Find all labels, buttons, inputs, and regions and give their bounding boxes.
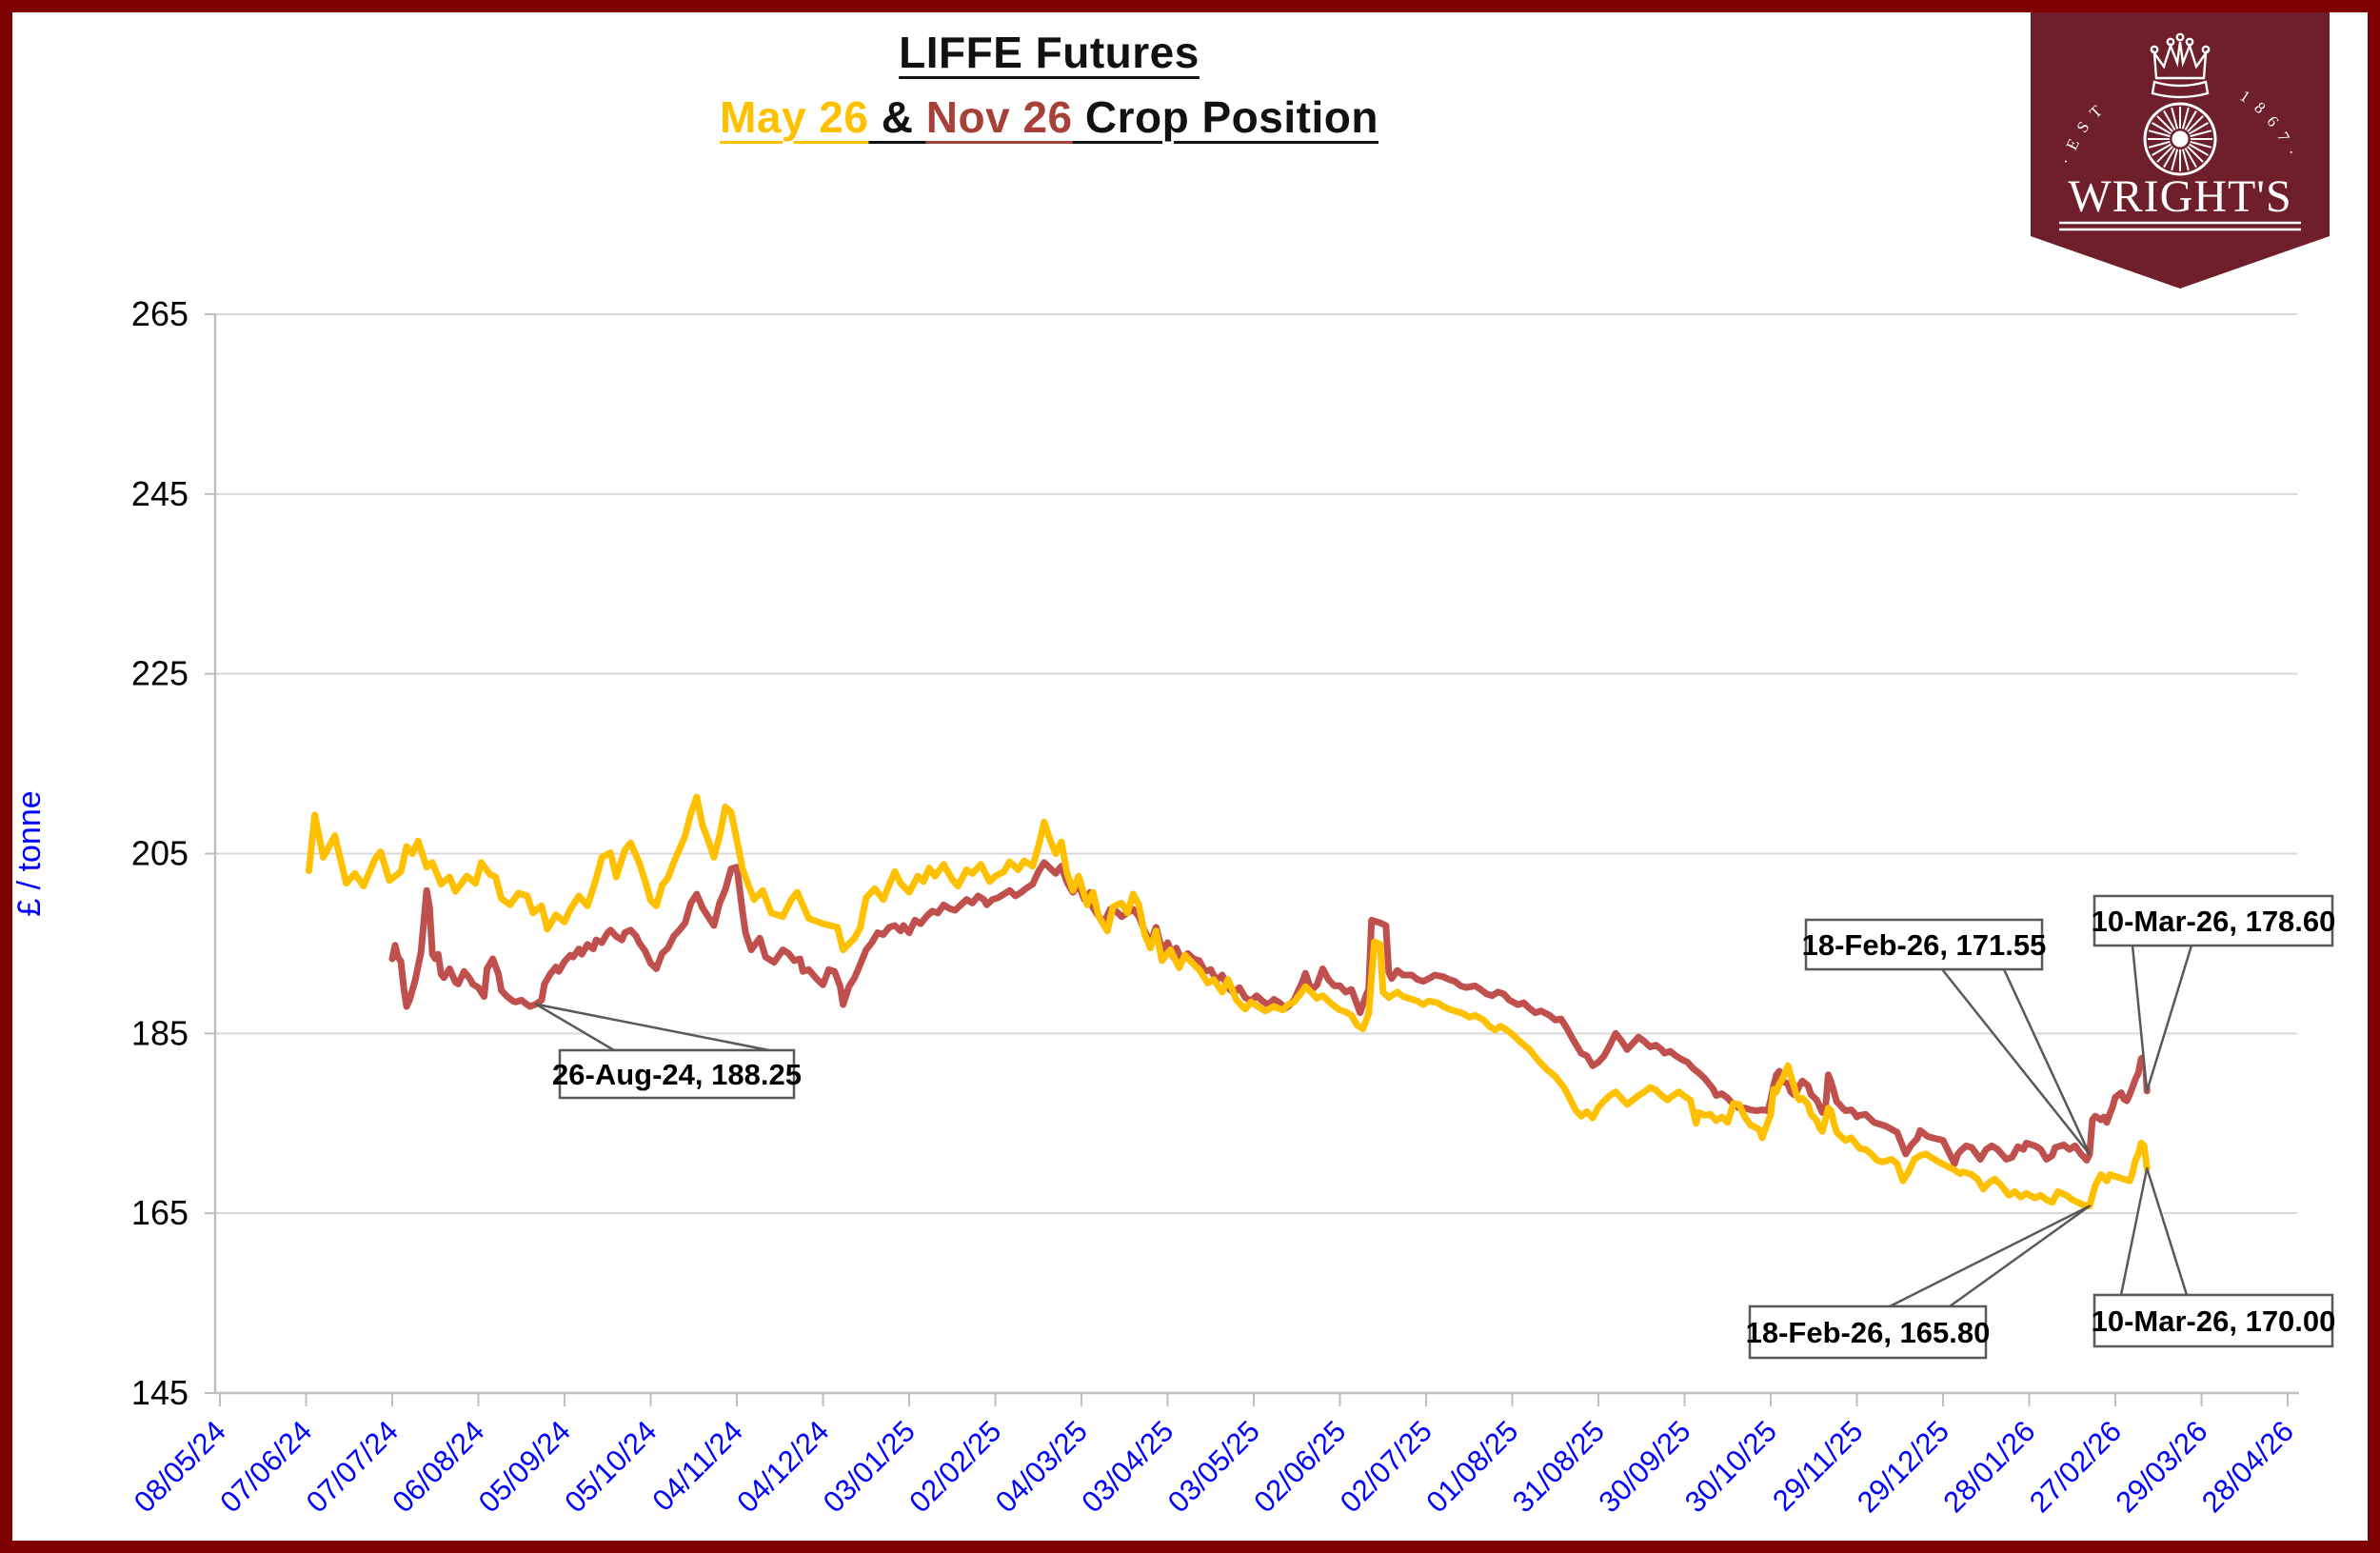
annotation-box xyxy=(1804,918,2044,971)
x-axis-tick-label: 02/06/25 xyxy=(1247,1414,1352,1519)
wheel-spoke xyxy=(2171,107,2179,129)
x-axis-tick-label: 05/10/24 xyxy=(558,1414,663,1519)
x-axis-tick-label: 03/04/25 xyxy=(1075,1414,1180,1519)
logo-pennant-shape xyxy=(2031,10,2330,289)
x-axis-tick-label: 08/05/24 xyxy=(128,1414,232,1519)
x-axis-tick-label: 29/12/25 xyxy=(1851,1414,1955,1519)
x-axis-tick-label: 04/12/24 xyxy=(730,1414,835,1519)
chart-header: LIFFE Futures May 26 & Nov 26 Crop Posit… xyxy=(0,27,2098,143)
wheel-spoke xyxy=(2171,149,2179,171)
annotation-leader xyxy=(1888,1205,2092,1308)
annotation-label: 18-Feb-26, 171.55 xyxy=(1802,928,2047,962)
x-axis-tick-label: 29/03/26 xyxy=(2109,1414,2213,1519)
wheel-spoke xyxy=(2190,140,2212,149)
subtitle-crop-position: Crop Position xyxy=(1072,92,1378,142)
subtitle-may26: May 26 xyxy=(720,92,869,142)
x-axis-tick-label: 02/07/25 xyxy=(1334,1414,1438,1519)
wheel-spoke xyxy=(2148,129,2171,138)
chart-subtitle: May 26 & Nov 26 Crop Position xyxy=(0,91,2098,143)
logo-brand-text: WRIGHT'S xyxy=(2068,171,2291,222)
annotation-leader xyxy=(534,1003,771,1052)
x-axis-tick-label: 31/08/25 xyxy=(1506,1414,1611,1519)
annotation-box xyxy=(1748,1304,1988,1360)
wheel-spoke xyxy=(2163,110,2176,130)
x-axis-tick-label: 05/09/24 xyxy=(472,1414,577,1519)
x-axis-tick-label: 27/02/26 xyxy=(2023,1414,2128,1519)
wheel-spoke xyxy=(2156,146,2173,163)
y-axis-title: £ / tonne xyxy=(11,790,48,916)
x-axis-tick-label: 07/07/24 xyxy=(300,1414,405,1519)
x-axis-tick-label: 28/04/26 xyxy=(2195,1414,2300,1519)
annotation-leader xyxy=(1940,967,2092,1156)
wheel-spoke xyxy=(2187,115,2204,132)
y-axis-tick-label: 185 xyxy=(131,1013,188,1052)
wheel-spoke xyxy=(2181,107,2190,129)
annotation-label: 10-Mar-26, 178.60 xyxy=(2092,905,2336,938)
chart-title: LIFFE Futures xyxy=(899,28,1200,77)
annotation-label: 26-Aug-24, 188.25 xyxy=(552,1058,802,1091)
annotation-label: 10-Mar-26, 170.00 xyxy=(2092,1304,2336,1338)
y-axis-tick-label: 245 xyxy=(131,474,188,513)
wheel-spoke xyxy=(2189,143,2209,156)
subtitle-ampersand: & xyxy=(868,92,926,142)
y-axis-tick-label: 145 xyxy=(131,1373,188,1412)
subtitle-nov26: Nov 26 xyxy=(925,92,1073,142)
annotation-label: 18-Feb-26, 165.80 xyxy=(1746,1316,1991,1349)
x-axis-tick-label: 04/03/25 xyxy=(989,1414,1094,1519)
x-axis-tick-label: 04/11/24 xyxy=(646,1414,749,1517)
wheel-icon xyxy=(2143,102,2217,176)
x-axis-tick-label: 03/01/25 xyxy=(817,1414,922,1519)
y-axis-tick-label: 205 xyxy=(131,833,188,872)
annotation-box xyxy=(2092,1293,2334,1348)
wheel-spoke xyxy=(2163,148,2176,168)
x-axis-tick-label: 06/08/24 xyxy=(386,1414,490,1519)
wheel-spoke xyxy=(2152,143,2172,156)
wheel-spoke xyxy=(2156,115,2173,132)
x-axis-tick-label: 30/09/25 xyxy=(1592,1414,1696,1519)
wrights-logo-banner: · E S T 1 8 6 7 · WRIGHT'S xyxy=(2031,10,2330,289)
x-axis-tick-label: 02/02/25 xyxy=(902,1414,1007,1519)
wheel-spoke xyxy=(2152,122,2172,135)
y-axis-tick-label: 225 xyxy=(131,654,188,693)
annotation-leader xyxy=(2119,1166,2189,1297)
wrights-logo: · E S T 1 8 6 7 · WRIGHT'S xyxy=(2031,10,2330,295)
wheel-spoke xyxy=(2148,140,2171,149)
x-axis-tick-label: 29/11/25 xyxy=(1766,1414,1869,1517)
y-axis-tick-label: 265 xyxy=(131,294,188,333)
annotation-box xyxy=(558,1048,796,1100)
x-axis-tick-label: 30/10/25 xyxy=(1678,1414,1783,1519)
x-axis-tick-label: 03/05/25 xyxy=(1161,1414,1266,1519)
y-axis-tick-label: 165 xyxy=(131,1193,188,1232)
wheel-spoke xyxy=(2184,110,2197,130)
x-axis-tick-label: 01/08/25 xyxy=(1419,1414,1524,1519)
wheel-spoke xyxy=(2189,122,2209,135)
wheel-spoke xyxy=(2190,129,2212,138)
series-line-nov-26 xyxy=(388,859,2151,1167)
annotation-box xyxy=(2092,894,2334,947)
wheel-spoke xyxy=(2184,148,2197,168)
x-axis-tick-label: 07/06/24 xyxy=(213,1414,318,1519)
series-line-may-26 xyxy=(306,793,2151,1210)
wheel-spoke xyxy=(2181,149,2190,171)
wheel-spoke xyxy=(2187,146,2204,163)
crown-icon xyxy=(2150,32,2211,99)
x-axis-tick-label: 28/01/26 xyxy=(1936,1414,2041,1519)
